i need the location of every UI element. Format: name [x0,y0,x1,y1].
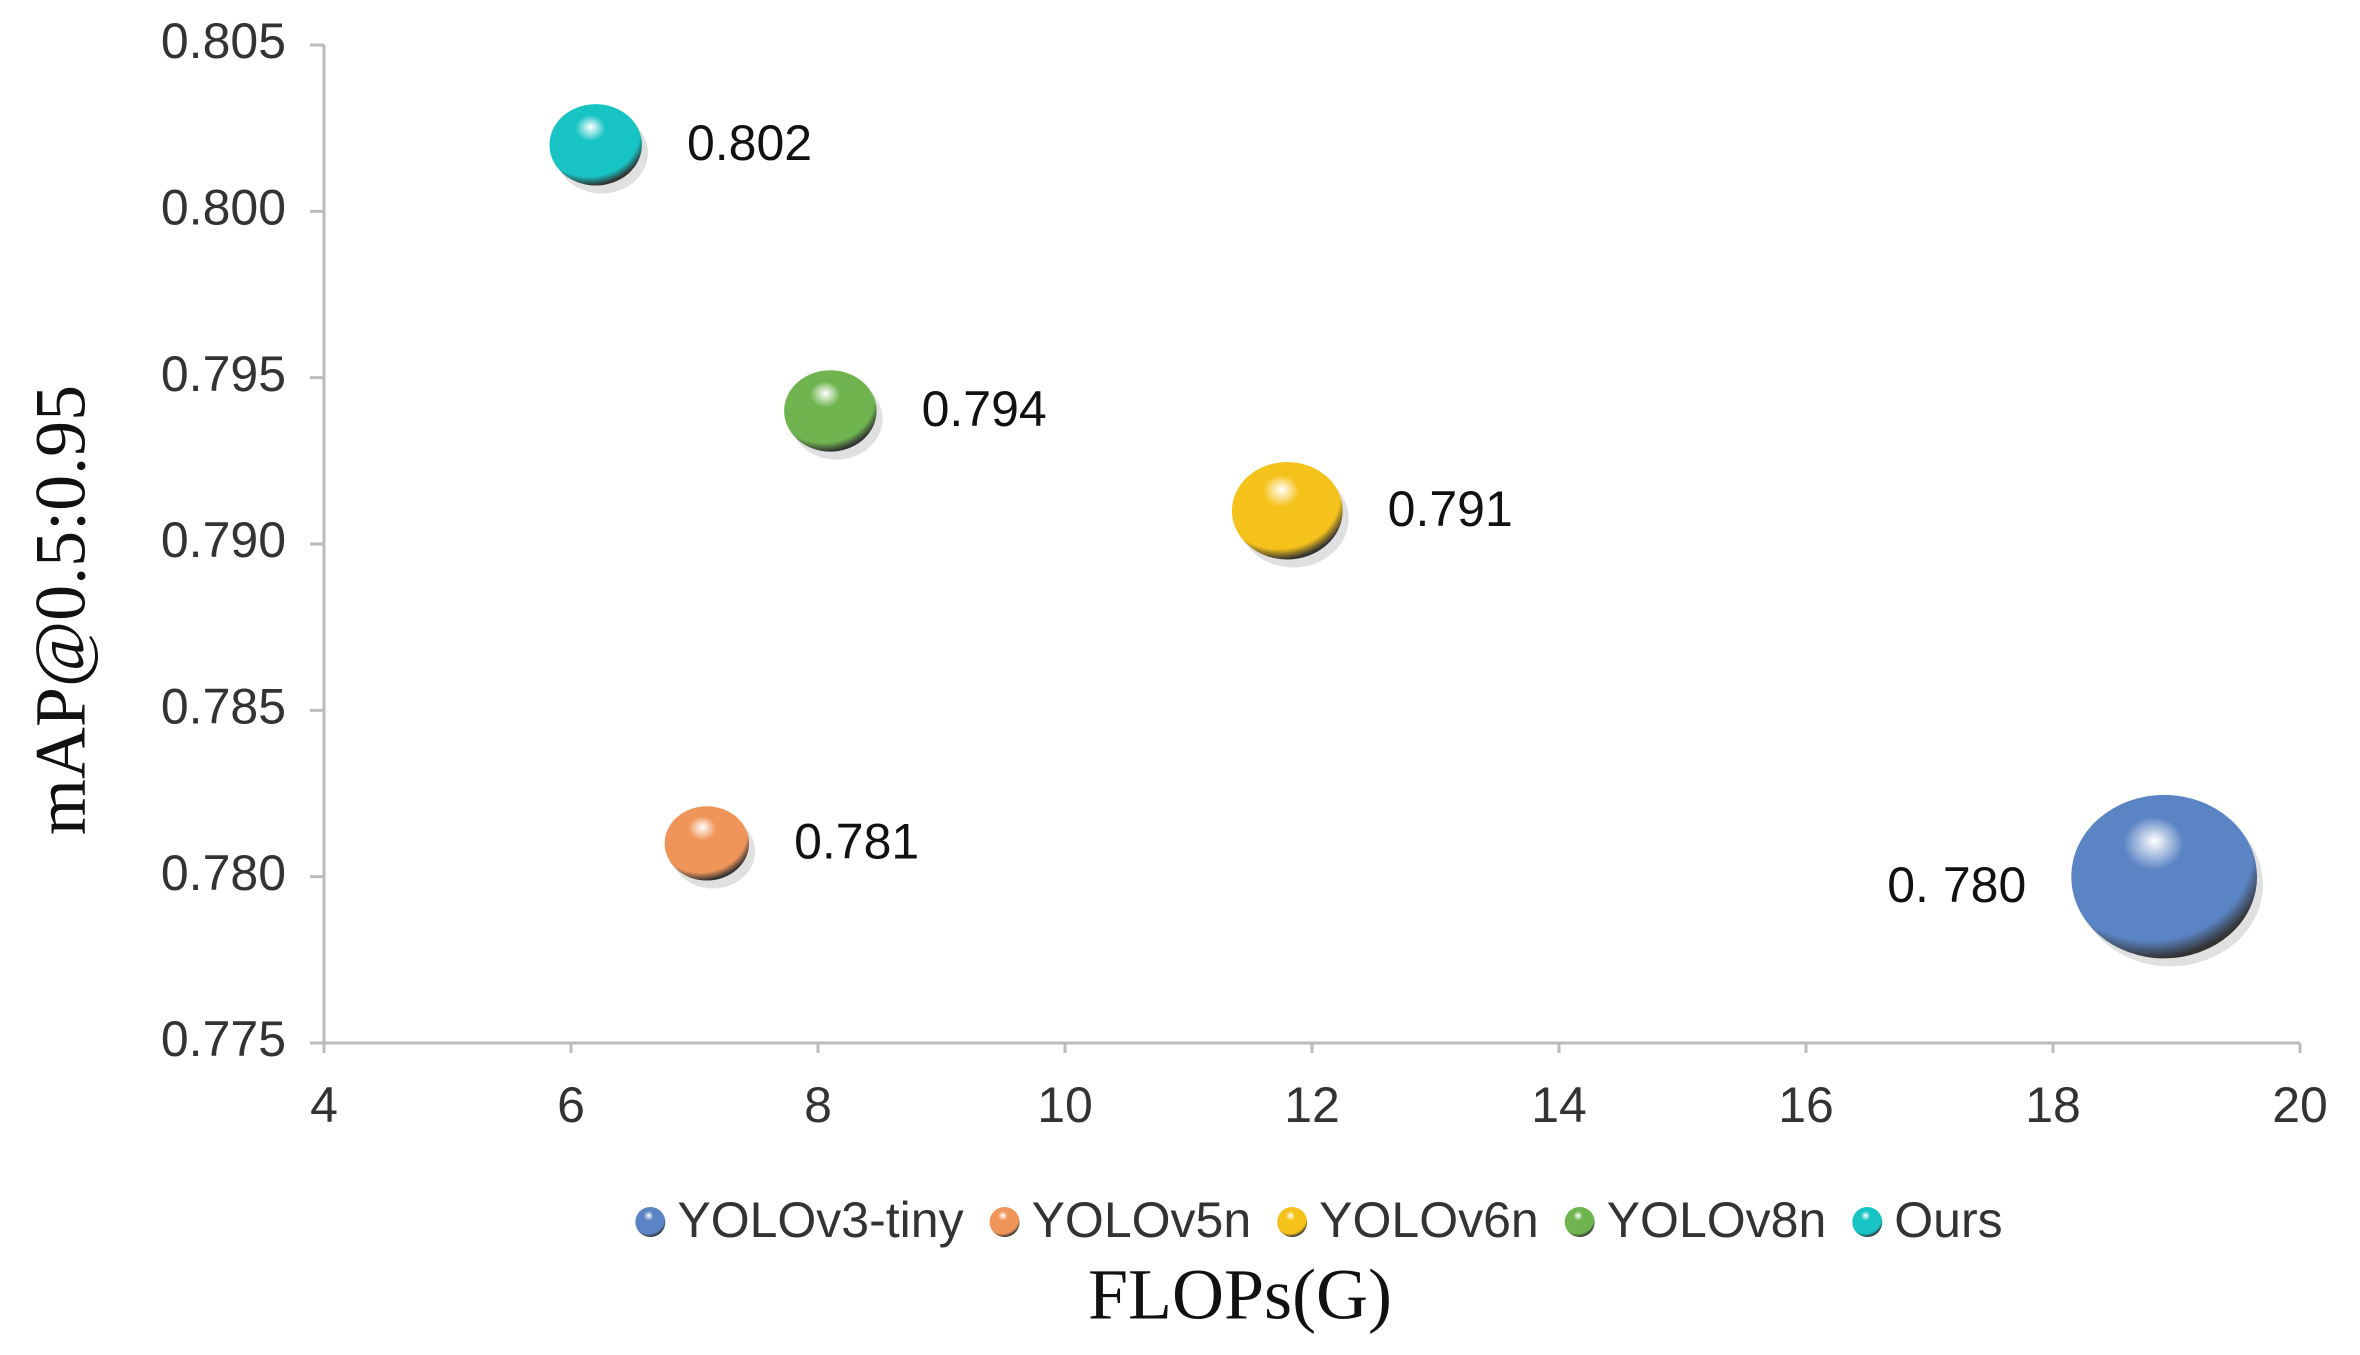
data-label: 0. 780 [1887,857,2026,913]
y-tick-label: 0.800 [161,180,286,236]
legend-label: YOLOv6n [1319,1192,1539,1248]
data-label: 0.794 [922,381,1047,437]
bubble [549,104,642,186]
legend-marker [635,1207,666,1237]
x-tick-label: 6 [557,1077,585,1133]
bubble [664,806,750,881]
y-axis-title: mAP@0.5:0.95 [21,385,101,835]
legend-label: Ours [1894,1192,2002,1248]
bubble [1231,462,1343,560]
x-tick-label: 14 [1531,1077,1587,1133]
y-tick-label: 0.775 [161,1011,286,1067]
x-tick-label: 18 [2025,1077,2081,1133]
bubble [784,370,877,452]
x-tick-label: 12 [1284,1077,1340,1133]
x-tick-label: 16 [1778,1077,1834,1133]
legend-marker [1852,1207,1883,1237]
data-label: 0.791 [1388,481,1513,537]
legend-marker [1277,1207,1308,1237]
legend-label: YOLOv3-tiny [677,1192,963,1248]
y-tick-label: 0.795 [161,346,286,402]
x-tick-label: 4 [310,1077,338,1133]
legend-marker [989,1207,1020,1237]
data-label: 0.781 [794,814,919,870]
y-tick-label: 0.785 [161,679,286,735]
y-tick-label: 0.780 [161,845,286,901]
y-tick-label: 0.805 [161,13,286,69]
legend-label: YOLOv5n [1032,1192,1252,1248]
x-tick-label: 10 [1037,1077,1093,1133]
legend-label: YOLOv8n [1607,1192,1827,1248]
y-tick-label: 0.790 [161,512,286,568]
x-axis-title: FLOPs(G) [1088,1255,1392,1335]
bubble [2071,794,2258,959]
data-label: 0.802 [687,115,812,171]
x-tick-label: 20 [2272,1077,2328,1133]
legend-marker [1564,1207,1595,1237]
x-tick-label: 8 [804,1077,832,1133]
